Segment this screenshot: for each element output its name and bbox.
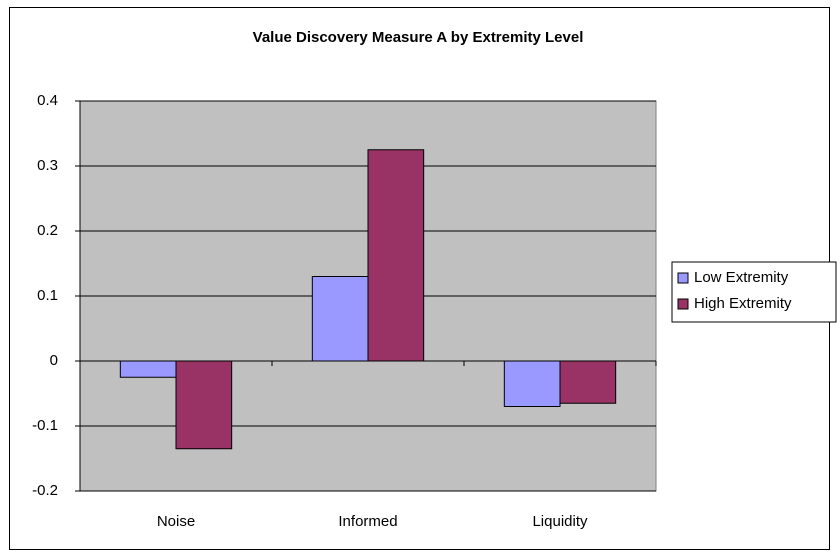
y-tick-label: 0.1 (37, 287, 58, 304)
y-tick-label: 0.2 (37, 222, 58, 239)
y-tick-label: 0.3 (37, 157, 58, 174)
y-tick-label: -0.1 (32, 417, 58, 434)
y-tick-label: 0.4 (37, 92, 58, 109)
bar (175, 360, 233, 450)
legend-box (671, 261, 837, 323)
x-tick-label: Liquidity (532, 513, 588, 530)
bar (119, 360, 177, 378)
x-tick-label: Informed (338, 513, 397, 530)
y-tick-label: -0.2 (32, 482, 58, 499)
bar (311, 276, 369, 362)
x-tick-label: Noise (157, 513, 195, 530)
legend-swatch (677, 272, 689, 284)
y-tick-label: 0 (50, 352, 58, 369)
bar (559, 360, 617, 404)
bar (367, 149, 425, 362)
legend-label: Low Extremity (694, 269, 789, 286)
legend-label: High Extremity (694, 295, 792, 312)
bar (503, 360, 561, 407)
chart-title: Value Discovery Measure A by Extremity L… (253, 29, 584, 46)
legend-swatch (677, 298, 689, 310)
